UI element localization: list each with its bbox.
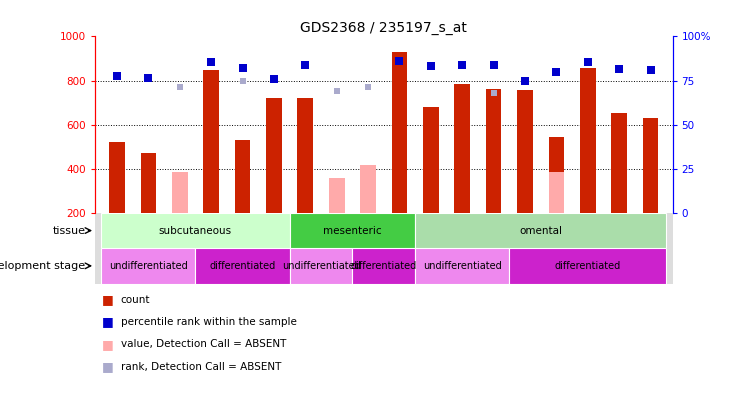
Bar: [298, 98, 313, 213]
Bar: [415, 213, 666, 248]
Point: [456, 62, 468, 68]
Point: [425, 63, 436, 70]
Bar: [455, 84, 470, 213]
Point: [393, 58, 405, 64]
Text: count: count: [121, 295, 150, 305]
Bar: [611, 113, 627, 213]
Bar: [266, 98, 281, 213]
Text: ■: ■: [102, 338, 114, 351]
Bar: [195, 248, 289, 284]
Text: ■: ■: [102, 315, 114, 328]
Text: development stage: development stage: [0, 261, 86, 271]
Point: [550, 68, 562, 75]
Bar: [643, 118, 659, 213]
Point: [488, 62, 499, 68]
Text: undifferentiated: undifferentiated: [423, 261, 501, 271]
Bar: [329, 178, 344, 213]
Point: [237, 65, 249, 71]
Point: [174, 83, 186, 90]
Bar: [289, 248, 352, 284]
Point: [268, 76, 280, 82]
Text: differentiated: differentiated: [555, 261, 621, 271]
Point: [237, 77, 249, 84]
Point: [488, 90, 499, 96]
Text: differentiated: differentiated: [351, 261, 417, 271]
Point: [582, 59, 594, 65]
Bar: [548, 172, 564, 213]
Text: subcutaneous: subcutaneous: [159, 226, 232, 236]
Text: tissue: tissue: [53, 226, 86, 236]
Bar: [423, 107, 439, 213]
Bar: [102, 248, 195, 284]
Bar: [140, 153, 156, 213]
Point: [331, 88, 343, 94]
Text: percentile rank within the sample: percentile rank within the sample: [121, 317, 297, 327]
Bar: [203, 70, 219, 213]
Point: [143, 75, 154, 81]
Bar: [360, 166, 376, 213]
Bar: [415, 248, 510, 284]
Text: value, Detection Call = ABSENT: value, Detection Call = ABSENT: [121, 339, 286, 349]
Text: undifferentiated: undifferentiated: [109, 261, 188, 271]
Bar: [486, 90, 501, 213]
Point: [363, 83, 374, 90]
Point: [519, 78, 531, 85]
Bar: [392, 52, 407, 213]
Bar: [548, 137, 564, 213]
Bar: [352, 248, 415, 284]
Bar: [289, 213, 415, 248]
Text: rank, Detection Call = ABSENT: rank, Detection Call = ABSENT: [121, 362, 281, 371]
Point: [613, 66, 625, 72]
Bar: [510, 248, 666, 284]
Bar: [172, 172, 188, 213]
Point: [300, 62, 311, 68]
Point: [645, 67, 656, 73]
Title: GDS2368 / 235197_s_at: GDS2368 / 235197_s_at: [300, 21, 467, 35]
Point: [111, 73, 123, 79]
Point: [205, 59, 217, 65]
Bar: [235, 140, 251, 213]
Bar: [102, 213, 289, 248]
Text: ■: ■: [102, 360, 114, 373]
Text: ■: ■: [102, 293, 114, 306]
Text: omental: omental: [519, 226, 562, 236]
Text: mesenteric: mesenteric: [323, 226, 382, 236]
Bar: [580, 68, 596, 213]
Bar: [109, 142, 125, 213]
Text: undifferentiated: undifferentiated: [281, 261, 360, 271]
Bar: [517, 90, 533, 213]
Text: differentiated: differentiated: [209, 261, 276, 271]
